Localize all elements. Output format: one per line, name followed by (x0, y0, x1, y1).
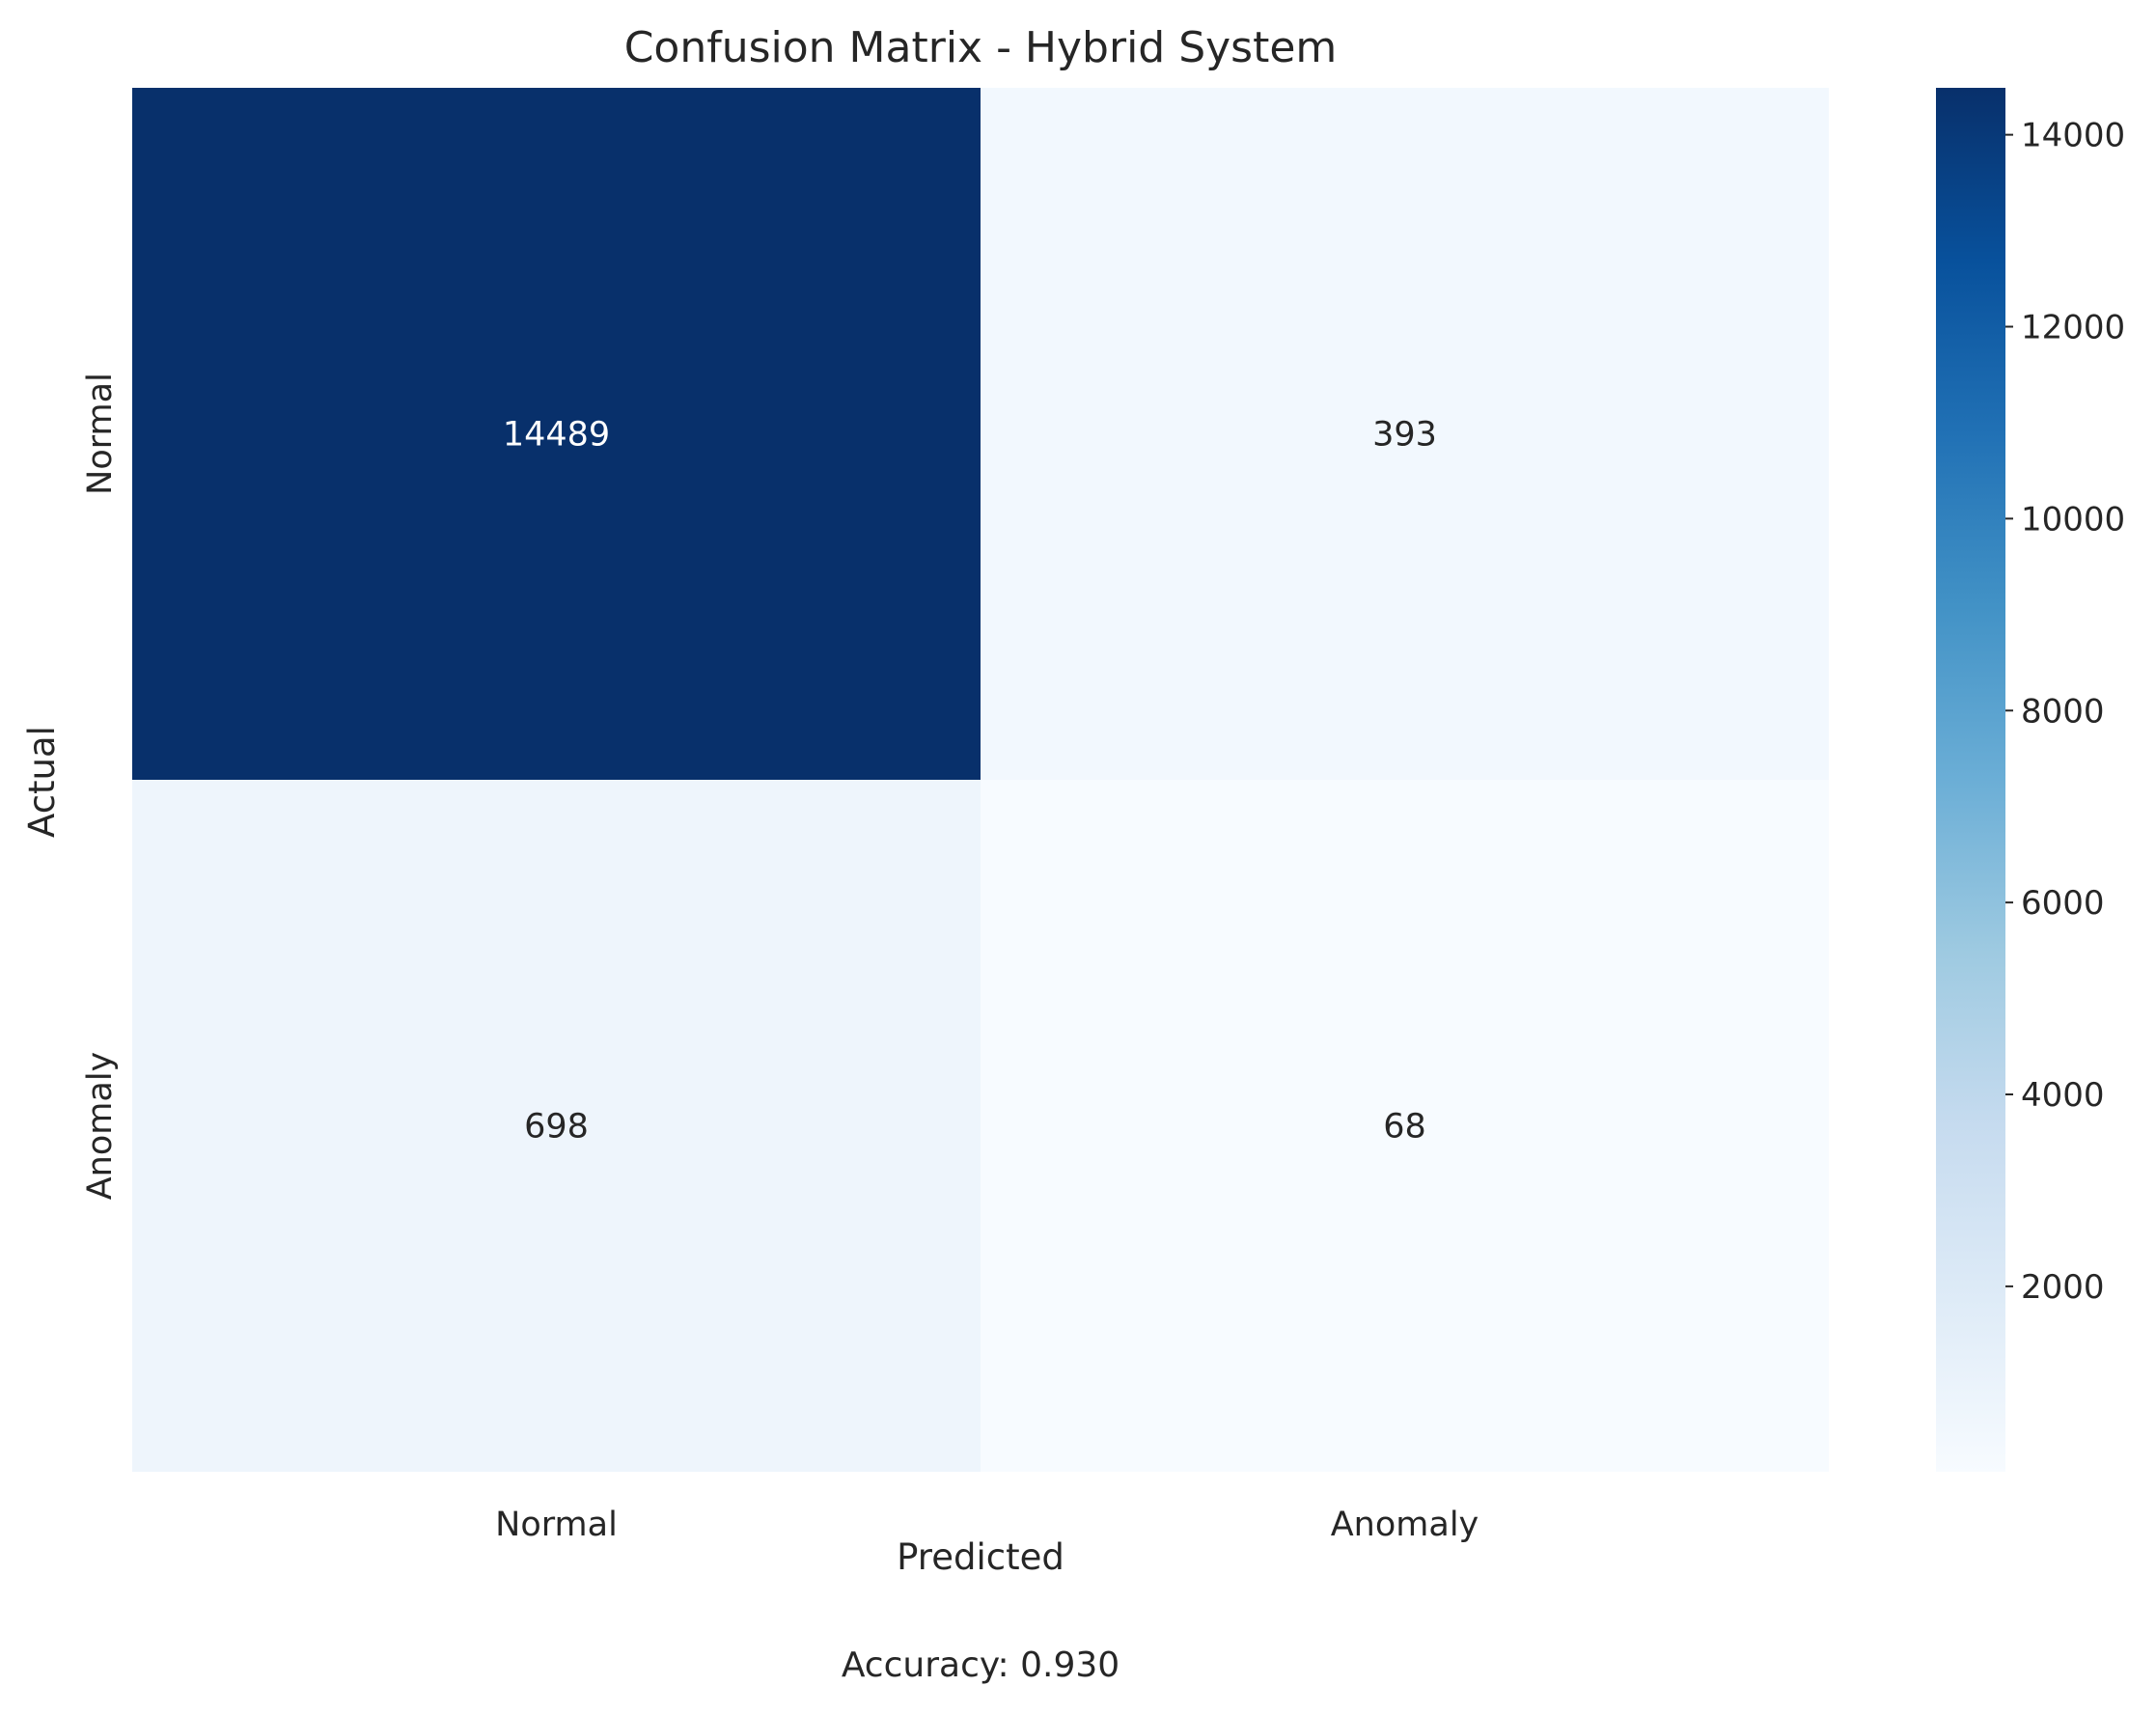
chart-title: Confusion Matrix - Hybrid System (624, 23, 1338, 72)
colorbar-tick-label: 10000 (2021, 500, 2125, 539)
accuracy-annotation: Accuracy: 0.930 (842, 1645, 1119, 1685)
heatmap-cell (132, 780, 981, 1472)
cell-value-label: 698 (524, 1108, 589, 1147)
heatmap-cell (981, 780, 1829, 1472)
colorbar-tick-label: 14000 (2021, 117, 2125, 155)
cell-value-label: 393 (1372, 416, 1437, 455)
x-tick-labels: Normal Anomaly (495, 1506, 1479, 1544)
y-tick-label: Anomaly (81, 1052, 120, 1201)
cell-value-label: 14489 (503, 416, 610, 455)
colorbar-tick-label: 12000 (2021, 309, 2125, 347)
heatmap-cells (132, 88, 1829, 1472)
x-tick-label: Anomaly (1331, 1506, 1479, 1544)
colorbar (1936, 88, 2005, 1472)
heatmap-cell-labels: 14489 393 698 68 (503, 416, 1437, 1147)
colorbar-tick-label: 4000 (2021, 1076, 2105, 1115)
y-axis-label: Actual (21, 726, 63, 838)
cell-value-label: 68 (1383, 1108, 1426, 1147)
heatmap-cell (981, 88, 1829, 780)
colorbar-tick-labels: 2000 4000 6000 8000 10000 12000 14000 (2005, 117, 2125, 1307)
x-tick-label: Normal (495, 1506, 618, 1544)
colorbar-tick-label: 8000 (2021, 692, 2105, 731)
y-tick-label: Normal (81, 373, 120, 495)
x-axis-label: Predicted (897, 1536, 1064, 1578)
colorbar-tick-label: 2000 (2021, 1268, 2105, 1307)
heatmap-cell (132, 88, 981, 780)
y-tick-labels: Normal Anomaly (81, 373, 120, 1200)
colorbar-tick-label: 6000 (2021, 884, 2105, 923)
